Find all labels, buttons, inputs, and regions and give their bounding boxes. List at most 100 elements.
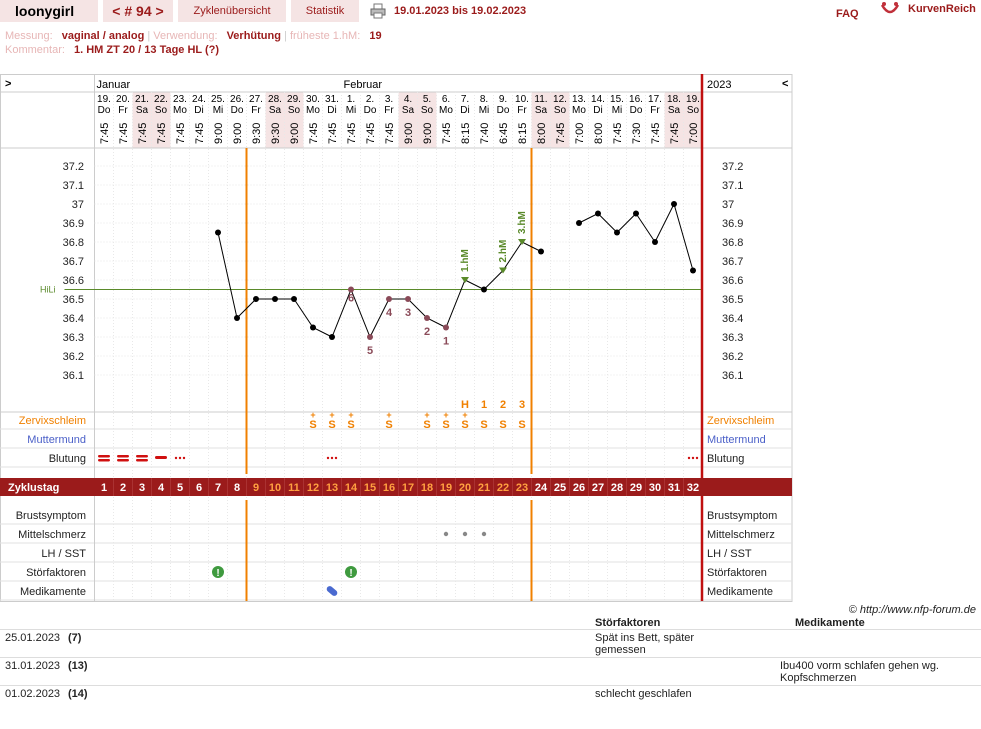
time-label: 7:45 xyxy=(194,123,206,144)
bleeding-heavy xyxy=(136,455,148,458)
weekday-label: Mo xyxy=(572,105,586,116)
row-label: Medikamente xyxy=(20,586,86,598)
y-tick-label-right: 36.3 xyxy=(722,332,743,344)
date-label: 30. xyxy=(306,94,320,105)
row-label-right: Medikamente xyxy=(707,586,773,598)
bleeding-heavy xyxy=(98,459,110,462)
row-label: Störfaktoren xyxy=(26,567,86,579)
bleeding-heavy xyxy=(117,459,129,462)
cervix-count: H xyxy=(461,399,469,411)
kommentar-label: Kommentar: xyxy=(5,44,65,56)
row-label: LH / SST xyxy=(41,548,86,560)
hm-marker xyxy=(518,239,526,245)
entry-date: 31.01.2023 xyxy=(5,660,61,672)
low-label: 4 xyxy=(386,307,393,319)
time-label: 9:30 xyxy=(251,123,263,144)
weekday-label: Fr xyxy=(118,105,128,116)
cycle-day-number: 10 xyxy=(269,482,281,494)
date-range: 19.01.2023 bis 19.02.2023 xyxy=(394,5,527,17)
y-tick-label-right: 36.9 xyxy=(722,218,743,230)
weekday-label: Sa xyxy=(269,105,282,116)
time-label: 8:00 xyxy=(536,123,548,144)
low-label: 5 xyxy=(367,345,373,357)
time-label: 7:45 xyxy=(365,123,377,144)
cycle-day-number: 20 xyxy=(459,482,471,494)
date-label: 10. xyxy=(515,94,529,105)
row-label-right: Mittelschmerz xyxy=(707,529,775,541)
footer-entry: 01.02.2023 (14) schlecht geschlafen xyxy=(0,685,981,714)
date-label: 4. xyxy=(404,94,412,105)
weekend-column xyxy=(398,92,418,148)
zyklustag-label: Zyklustag xyxy=(8,482,59,494)
cycle-day-number: 2 xyxy=(120,482,126,494)
temperature-point xyxy=(272,296,278,302)
bleeding-spotting xyxy=(334,456,338,460)
date-label: 24. xyxy=(192,94,206,105)
cycle-day-number: 18 xyxy=(421,482,433,494)
row-label: Blutung xyxy=(49,453,86,465)
tab-statistik[interactable]: Statistik xyxy=(291,0,359,22)
time-label: 8:00 xyxy=(593,123,605,144)
temperature-point xyxy=(633,210,639,217)
temperature-point xyxy=(690,267,696,274)
faq-link[interactable]: FAQ xyxy=(836,8,859,20)
messung-label: Messung: xyxy=(5,30,53,42)
month-label: Februar xyxy=(344,79,383,91)
tab-zyklenuebersicht[interactable]: Zyklenübersicht xyxy=(178,0,286,22)
date-label: 12. xyxy=(553,94,567,105)
cycle-nav[interactable]: < # 94 > xyxy=(103,0,173,22)
row-label-right: Brustsymptom xyxy=(707,510,777,522)
cycle-day-number: 16 xyxy=(383,482,395,494)
verwendung-value: Verhütung xyxy=(226,30,281,42)
username-tab: loonygirl xyxy=(0,0,98,22)
date-label: 13. xyxy=(572,94,586,105)
time-label: 7:45 xyxy=(137,123,149,144)
temperature-point xyxy=(234,315,240,321)
weekend-column xyxy=(151,92,171,148)
time-label: 9:00 xyxy=(403,123,415,144)
time-label: 7:45 xyxy=(156,123,168,144)
cycle-day-number: 21 xyxy=(478,482,490,494)
weekday-label: Do xyxy=(497,105,510,116)
row-label-right: LH / SST xyxy=(707,548,752,560)
y-tick-label: 37.1 xyxy=(63,180,84,192)
stoerfaktor-icon-glyph: ! xyxy=(216,568,219,579)
weekday-label: Sa xyxy=(535,105,548,116)
time-label: 8:15 xyxy=(517,123,529,144)
y-tick-label: 36.6 xyxy=(63,275,84,287)
cycle-day-number: 11 xyxy=(288,482,300,494)
date-label: 15. xyxy=(610,94,624,105)
entry-medi: Ibu400 vorm schlafen gehen wg. Kopfschme… xyxy=(780,660,939,684)
bleeding-spotting xyxy=(695,456,699,460)
mucus-label: S xyxy=(309,419,316,431)
medikament-icon xyxy=(326,586,338,596)
mucus-label: S xyxy=(480,419,487,431)
weekday-label: So xyxy=(554,105,567,116)
cycle-day-number: 24 xyxy=(535,482,548,494)
mucus-plus: + xyxy=(329,410,334,420)
weekend-column xyxy=(132,92,152,148)
y-tick-label: 37.2 xyxy=(63,161,84,173)
cycle-day-number: 13 xyxy=(326,482,338,494)
hm-marker xyxy=(499,267,507,274)
y-tick-label: 36.9 xyxy=(63,218,84,230)
date-label: 28. xyxy=(268,94,282,105)
y-tick-label-right: 36.6 xyxy=(722,275,743,287)
date-label: 20. xyxy=(116,94,130,105)
kurvenreich-logo[interactable]: KurvenReich xyxy=(880,1,980,19)
footer-col-stoer: Störfaktoren xyxy=(595,617,661,629)
entry-day: (14) xyxy=(68,688,88,700)
time-label: 7:45 xyxy=(175,123,187,144)
low-label: 3 xyxy=(405,307,411,319)
time-label: 7:45 xyxy=(441,123,453,144)
date-label: 19. xyxy=(686,94,700,105)
bleeding-spotting xyxy=(178,456,182,460)
print-icon[interactable] xyxy=(370,3,386,19)
weekday-label: Do xyxy=(231,105,244,116)
time-label: 7:45 xyxy=(612,123,624,144)
time-label: 7:00 xyxy=(574,123,586,144)
cycle-day-number: 22 xyxy=(497,482,509,494)
date-label: 6. xyxy=(442,94,450,105)
time-label: 7:00 xyxy=(688,123,700,144)
